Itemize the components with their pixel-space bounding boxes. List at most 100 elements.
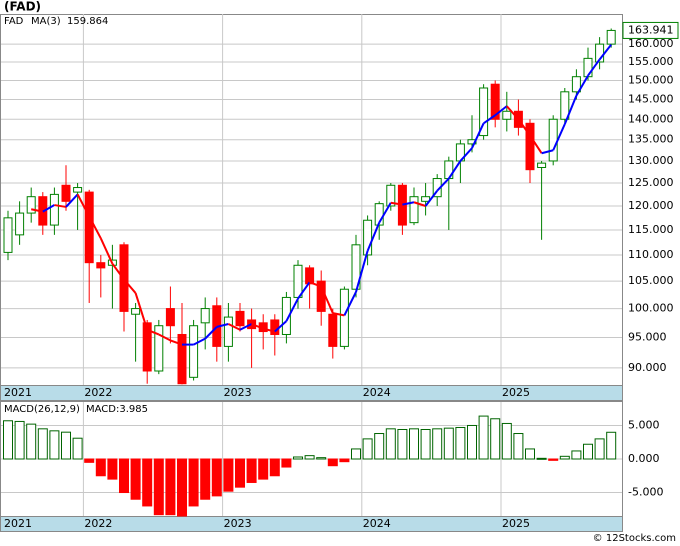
legend-ma-value: 159.864 <box>67 16 108 27</box>
macd-bar <box>188 458 199 507</box>
ma-line-segment <box>65 193 79 208</box>
candle-body <box>548 118 558 162</box>
candle-body <box>3 217 13 253</box>
candle-body <box>525 122 535 171</box>
macd-bar <box>478 415 489 460</box>
candle-body <box>235 310 245 327</box>
macd-bar <box>211 458 222 497</box>
ma-line-segment <box>413 201 426 207</box>
last-price-label: 163.941 <box>628 23 674 36</box>
macd-bar <box>95 458 106 477</box>
macd-bar <box>37 428 48 460</box>
chart-title: (FAD) <box>4 0 41 14</box>
ma-line-segment <box>297 281 311 300</box>
candle-body <box>490 83 500 120</box>
ma-line-segment <box>447 160 462 180</box>
candle-body <box>363 219 373 256</box>
candle-body <box>26 196 36 214</box>
legend-name: FAD <box>4 16 24 27</box>
macd-bar <box>177 458 187 517</box>
candle-body <box>223 316 233 347</box>
last-price-box <box>622 21 679 39</box>
x-tick-label: 2024 <box>363 517 391 530</box>
footer: © 12Stocks.com <box>593 533 676 544</box>
macd-bar <box>246 458 257 483</box>
macd-bar <box>304 455 315 460</box>
macd-bar <box>571 450 582 460</box>
macd-bar <box>420 428 431 460</box>
y-tick-label: 5.000 <box>628 418 660 431</box>
legend-ma: MA(3) <box>31 16 61 27</box>
y-tick-label: 110.000 <box>628 248 674 261</box>
y-tick-label: 125.000 <box>628 176 674 189</box>
macd-bar <box>362 438 373 460</box>
candle-body <box>281 296 291 335</box>
ma-line-segment <box>54 204 67 208</box>
x-tick-label: 2022 <box>84 517 112 530</box>
candle-body <box>606 29 616 45</box>
y-tick-label: 115.000 <box>628 223 674 236</box>
y-tick-label: 95.000 <box>628 330 667 343</box>
ma-line-segment <box>343 291 357 316</box>
macd-bar <box>281 458 292 468</box>
candle-body <box>177 333 187 385</box>
macd-bar <box>583 443 593 460</box>
candle-body <box>560 91 570 120</box>
ma-line-segment <box>88 215 102 239</box>
macd-bar <box>142 458 153 507</box>
ma-line-segment <box>99 237 114 265</box>
ma-line-segment <box>436 177 450 192</box>
x-tick-label: 2021 <box>4 517 32 530</box>
macd-bar <box>293 456 303 460</box>
ma-line-segment <box>146 328 160 336</box>
ma-line-segment <box>216 323 229 328</box>
macd-bar <box>409 428 419 460</box>
macd-bar <box>14 420 25 460</box>
macd-bar <box>525 448 535 460</box>
macd-bar <box>501 422 512 460</box>
macd-bar <box>72 437 83 460</box>
macd-bar <box>119 458 129 494</box>
macd-bar <box>235 458 245 488</box>
y-tick-label: 105.000 <box>628 274 674 287</box>
candle-body <box>386 184 396 207</box>
candle-body <box>270 319 280 335</box>
y-tick-label: 0.000 <box>628 452 660 465</box>
candle-body <box>49 193 59 226</box>
candle-body <box>154 325 164 372</box>
ma-line-segment <box>193 337 206 346</box>
y-tick-label: 135.000 <box>628 133 674 146</box>
x-axis-strip <box>0 385 623 401</box>
ma-line-segment <box>563 95 578 125</box>
ma-line-segment <box>390 201 403 206</box>
ma-line-segment <box>274 320 288 333</box>
macd-bar <box>130 458 141 500</box>
macd-bar <box>548 458 559 461</box>
ma-line-segment <box>459 147 473 162</box>
candle-body <box>537 162 547 168</box>
macd-bar <box>339 458 350 463</box>
macd-bar <box>107 458 118 480</box>
candle-body <box>479 87 489 137</box>
candle-body <box>15 212 25 236</box>
candle-body <box>339 288 349 347</box>
x-tick-label: 2022 <box>84 386 112 399</box>
ma-line-segment <box>402 201 415 206</box>
x-tick-label: 2023 <box>224 517 252 530</box>
macd-bar <box>153 458 164 516</box>
y-tick-label: 140.000 <box>628 112 674 125</box>
ma-line-segment <box>575 75 589 97</box>
ma-line-segment <box>483 114 496 125</box>
ma-line-segment <box>517 118 531 137</box>
candle-body <box>502 110 512 120</box>
ma-line-segment <box>598 43 612 61</box>
x-tick-label: 2021 <box>4 386 32 399</box>
ma-line-segment <box>587 58 601 77</box>
ma-line-segment <box>424 190 438 207</box>
ma-line-segment <box>494 105 508 117</box>
ma-line-segment <box>378 202 392 224</box>
ma-line-segment <box>366 222 381 252</box>
macd-bar <box>61 431 71 460</box>
macd-bar <box>432 428 443 460</box>
